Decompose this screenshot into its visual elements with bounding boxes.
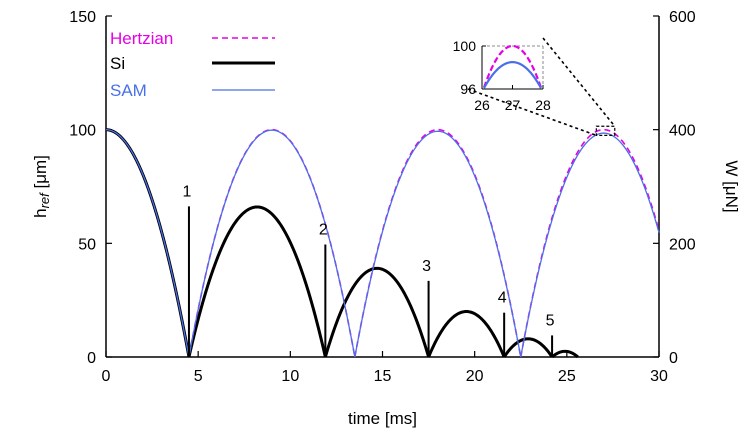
inset-series-hertzian (484, 46, 541, 88)
series-sam-arc (521, 133, 659, 357)
inset-x-tick-label: 28 (535, 97, 551, 113)
y-left-tick-label: 0 (87, 350, 96, 367)
legend-label-hertzian: Hertzian (110, 29, 173, 48)
y-right-tick-label: 200 (669, 236, 696, 253)
series-sam-arc (106, 130, 189, 357)
x-tick-label: 5 (194, 368, 203, 385)
y-left-tick-label: 150 (69, 9, 96, 26)
legend-label-sam: SAM (110, 81, 147, 100)
x-tick-label: 15 (374, 368, 392, 385)
series-sam-arc (189, 130, 355, 357)
series-si-arc (504, 339, 552, 357)
y-left-tick-label: 50 (78, 236, 96, 253)
x-tick-label: 20 (466, 368, 484, 385)
inset-zoom: 26 27 28 96 100 (453, 38, 615, 135)
series-si-arc (189, 207, 325, 357)
series-si-arc (325, 268, 428, 357)
series-hertzian-arc (521, 130, 659, 357)
y-right-tick-label: 0 (669, 350, 678, 367)
series-si (106, 130, 578, 357)
inset-x-tick-label: 26 (474, 97, 490, 113)
y-left-tick-label: 100 (69, 123, 96, 140)
series-si-arc (106, 130, 189, 357)
y-right-tick-label: 600 (669, 9, 696, 26)
y-right-tick-label: 400 (669, 123, 696, 140)
y-left-axis-label: href [μm] (31, 155, 52, 218)
inset-y-tick-label: 100 (453, 38, 477, 54)
y-right-axis-label: W [μN] (722, 160, 741, 212)
impulse-label-5: 5 (546, 312, 555, 329)
x-tick-label: 25 (558, 368, 576, 385)
zoom-connector-top (543, 38, 615, 126)
series-si-arc (429, 312, 505, 357)
inset-x-tick-label: 27 (505, 97, 521, 113)
impulse-label-3: 3 (422, 258, 431, 275)
axis-labels: time [ms] href [μm] W [μN] (31, 155, 741, 428)
impulse-label-4: 4 (498, 290, 507, 307)
legend: Hertzian Si SAM (110, 29, 275, 100)
impulse-label-1: 1 (182, 183, 191, 200)
series-si-arc (552, 351, 578, 357)
x-tick-label: 10 (281, 368, 299, 385)
x-tick-label: 30 (650, 368, 668, 385)
impulse-label-2: 2 (319, 221, 328, 238)
series-hertzian-arc (106, 130, 189, 357)
legend-label-si: Si (110, 54, 125, 73)
inset-y-tick-label: 96 (460, 81, 476, 97)
x-tick-label: 0 (102, 368, 111, 385)
series-sam-arc (355, 131, 521, 357)
x-axis-label: time [ms] (348, 409, 417, 428)
